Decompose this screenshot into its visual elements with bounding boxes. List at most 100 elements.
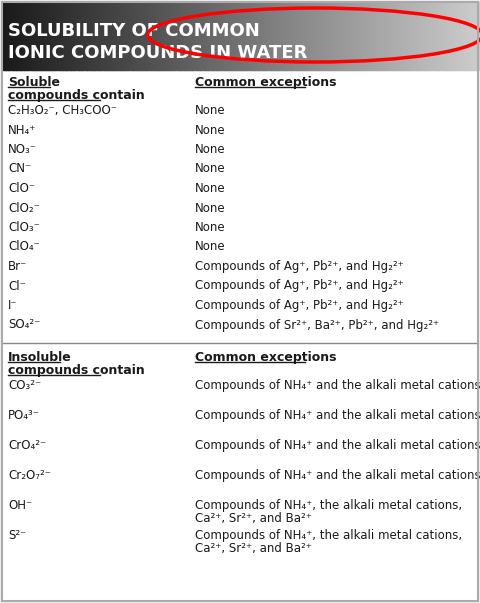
Bar	[475, 2, 477, 70]
Bar	[137, 2, 139, 70]
Bar	[243, 2, 245, 70]
Bar	[302, 2, 304, 70]
Bar	[397, 2, 399, 70]
Bar	[325, 2, 328, 70]
Text: CO₃²⁻: CO₃²⁻	[8, 379, 41, 392]
Bar	[477, 2, 479, 70]
Bar	[36, 2, 37, 70]
Bar	[29, 2, 31, 70]
Bar	[427, 2, 429, 70]
Bar	[107, 2, 109, 70]
Bar	[435, 2, 437, 70]
Bar	[37, 2, 39, 70]
Text: compounds contain: compounds contain	[8, 364, 145, 377]
Bar	[2, 68, 478, 601]
Bar	[259, 2, 261, 70]
Text: Compounds of Ag⁺, Pb²⁺, and Hg₂²⁺: Compounds of Ag⁺, Pb²⁺, and Hg₂²⁺	[195, 299, 404, 312]
Bar	[297, 2, 299, 70]
Bar	[94, 2, 96, 70]
Bar	[153, 2, 155, 70]
Bar	[16, 2, 18, 70]
Bar	[432, 2, 434, 70]
Bar	[97, 2, 99, 70]
Text: SOLUBILITY OF COMMON: SOLUBILITY OF COMMON	[8, 22, 260, 40]
Bar	[84, 2, 86, 70]
Bar	[346, 2, 348, 70]
Text: ClO₂⁻: ClO₂⁻	[8, 201, 40, 215]
Bar	[121, 2, 123, 70]
Text: Compounds of Ag⁺, Pb²⁺, and Hg₂²⁺: Compounds of Ag⁺, Pb²⁺, and Hg₂²⁺	[195, 260, 404, 273]
Bar	[83, 2, 85, 70]
Bar	[192, 2, 194, 70]
Text: OH⁻: OH⁻	[8, 499, 32, 512]
Bar	[80, 2, 82, 70]
Bar	[59, 2, 61, 70]
Text: Compounds of NH₄⁺ and the alkali metal cations: Compounds of NH₄⁺ and the alkali metal c…	[195, 409, 480, 422]
Bar	[453, 2, 455, 70]
Bar	[116, 2, 119, 70]
Bar	[349, 2, 351, 70]
Bar	[210, 2, 212, 70]
Bar	[454, 2, 456, 70]
Bar	[340, 2, 342, 70]
Text: NH₄⁺: NH₄⁺	[8, 124, 36, 136]
Text: Common exceptions: Common exceptions	[195, 76, 336, 89]
Bar	[15, 2, 17, 70]
Bar	[69, 2, 71, 70]
Bar	[250, 2, 252, 70]
Bar	[215, 2, 216, 70]
Bar	[177, 2, 179, 70]
Bar	[321, 2, 323, 70]
Bar	[49, 2, 52, 70]
Bar	[140, 2, 142, 70]
Bar	[178, 2, 180, 70]
Bar	[446, 2, 448, 70]
Bar	[381, 2, 384, 70]
Bar	[312, 2, 313, 70]
Bar	[115, 2, 117, 70]
Bar	[405, 2, 407, 70]
Text: None: None	[195, 182, 226, 195]
Bar	[155, 2, 156, 70]
Bar	[438, 2, 441, 70]
Bar	[157, 2, 159, 70]
Bar	[364, 2, 366, 70]
Bar	[18, 2, 20, 70]
Bar	[200, 2, 203, 70]
Bar	[437, 2, 439, 70]
Bar	[77, 2, 79, 70]
Bar	[451, 2, 453, 70]
Bar	[465, 2, 468, 70]
Bar	[194, 2, 196, 70]
Bar	[313, 2, 315, 70]
Bar	[443, 2, 445, 70]
Bar	[316, 2, 318, 70]
Bar	[402, 2, 404, 70]
Bar	[175, 2, 177, 70]
Bar	[143, 2, 145, 70]
Bar	[124, 2, 126, 70]
Bar	[162, 2, 164, 70]
Bar	[261, 2, 263, 70]
Text: None: None	[195, 221, 226, 234]
Bar	[51, 2, 53, 70]
Bar	[324, 2, 326, 70]
Bar	[245, 2, 247, 70]
Bar	[276, 2, 278, 70]
Bar	[467, 2, 469, 70]
Bar	[134, 2, 136, 70]
Bar	[211, 2, 214, 70]
Bar	[237, 2, 239, 70]
Bar	[292, 2, 294, 70]
Bar	[207, 2, 209, 70]
Bar	[367, 2, 369, 70]
Bar	[464, 2, 466, 70]
Bar	[191, 2, 193, 70]
Bar	[273, 2, 276, 70]
Text: C₂H₃O₂⁻, CH₃COO⁻: C₂H₃O₂⁻, CH₃COO⁻	[8, 104, 117, 117]
Bar	[375, 2, 377, 70]
Bar	[88, 2, 90, 70]
Text: Br⁻: Br⁻	[8, 260, 27, 273]
Text: Common exceptions: Common exceptions	[195, 351, 336, 364]
Bar	[399, 2, 401, 70]
